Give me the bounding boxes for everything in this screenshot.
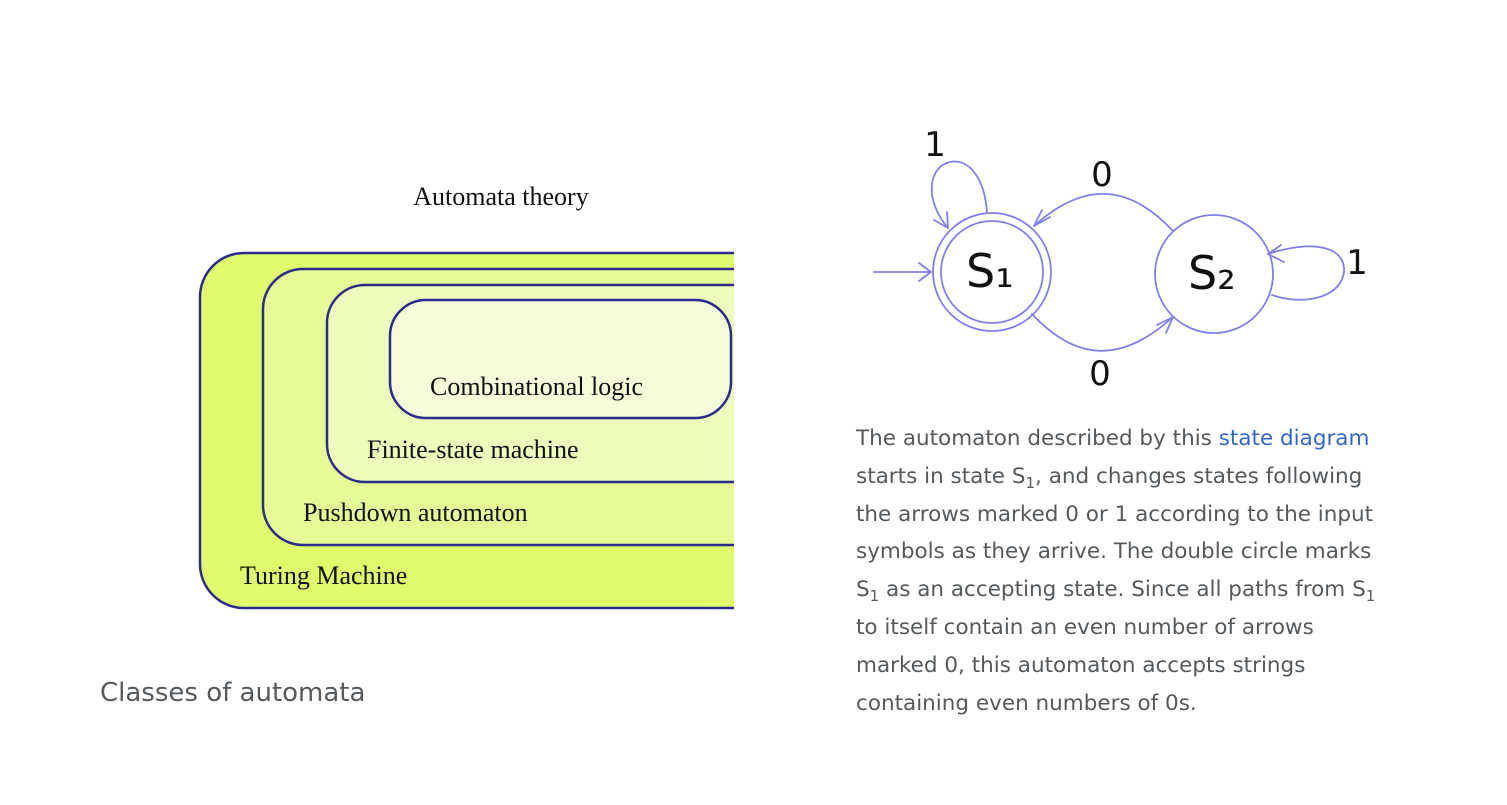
edge-s1-to-s2 [1031,313,1174,352]
state-s2-label: S₂ [1188,246,1236,300]
left-figure-caption: Classes of automata [100,678,366,708]
state-diagram-figure: S₁ S₂ 1 0 0 1 The automaton described by… [830,0,1507,805]
diagram-title: Automata theory [413,182,588,211]
turing-machine-label: Turing Machine [240,561,407,590]
self-loop-s1 [930,160,988,229]
initial-arrow-head [918,262,932,282]
state-s1-label: S₁ [966,244,1014,298]
combinational-logic-label: Combinational logic [430,372,643,401]
state-s2-circle [1154,214,1274,334]
transition-label-s2-s2: 1 [1346,243,1368,283]
state-s1-outer-circle [932,212,1052,332]
self-loop-s2 [1267,245,1345,301]
state-s1-inner-circle [940,220,1044,324]
transition-label-s2-s1: 0 [1091,155,1113,195]
edge-s2-to-s1 [1033,193,1174,232]
transition-label-s1-s2: 0 [1089,354,1111,394]
self-loop-s1-arrowhead [933,211,949,229]
state-diagram-link[interactable]: state diagram [1218,426,1370,451]
state-diagram-caption: The automaton described by this state di… [856,426,1376,716]
transition-label-s1-s1: 1 [924,125,946,165]
automata-classes-figure: Automata theory Combinational logic Fini… [100,182,734,708]
state-diagram: S₁ S₂ 1 0 0 1 [873,125,1368,394]
finite-state-machine-label: Finite-state machine [367,435,579,464]
automata-classes-diagram: Automata theory Combinational logic Fini… [198,182,734,610]
pushdown-automaton-label: Pushdown automaton [303,498,528,527]
edge-s2-to-s1-arrowhead [1033,209,1051,227]
combinational-logic-region [388,298,733,420]
self-loop-s2-arrowhead [1267,244,1285,263]
